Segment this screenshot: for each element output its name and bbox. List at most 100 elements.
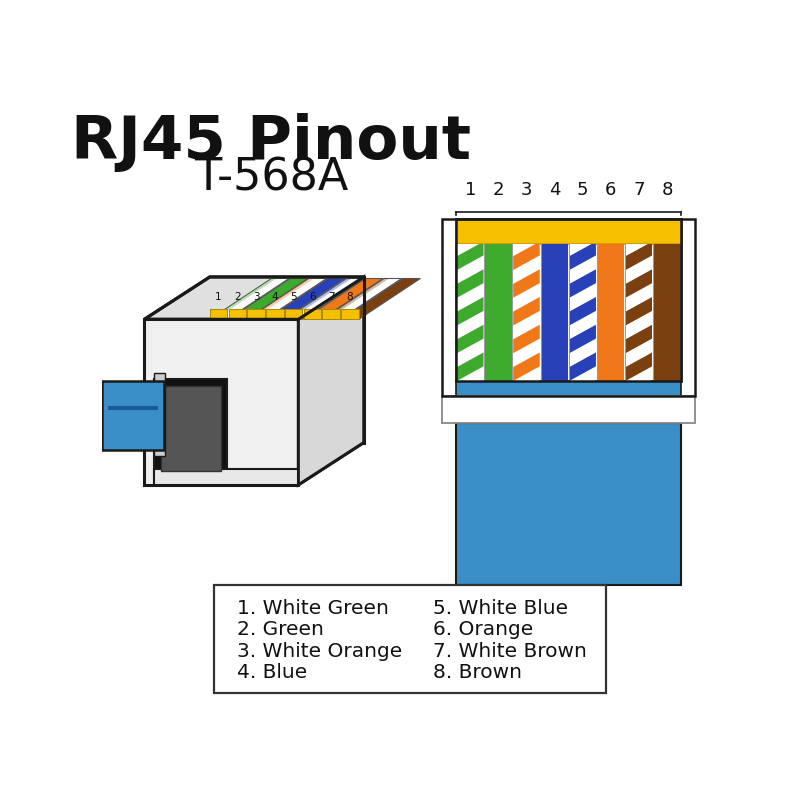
Text: 5: 5 — [290, 292, 297, 302]
Polygon shape — [513, 353, 540, 381]
Polygon shape — [334, 273, 397, 314]
Polygon shape — [457, 380, 483, 409]
Text: 1: 1 — [465, 181, 476, 199]
Bar — [654, 244, 680, 381]
Polygon shape — [513, 380, 540, 409]
Bar — [598, 244, 624, 381]
Polygon shape — [154, 373, 165, 456]
Polygon shape — [266, 309, 284, 319]
Polygon shape — [341, 309, 358, 319]
Polygon shape — [225, 271, 287, 313]
Polygon shape — [322, 278, 385, 319]
Polygon shape — [626, 214, 652, 242]
Polygon shape — [102, 381, 163, 450]
Polygon shape — [299, 271, 362, 313]
Bar — [485, 244, 512, 381]
Text: 7. White Brown: 7. White Brown — [433, 642, 587, 661]
Text: 8: 8 — [662, 181, 673, 199]
Bar — [442, 219, 695, 396]
Polygon shape — [259, 273, 322, 314]
Polygon shape — [570, 380, 596, 409]
Text: 1. White Green: 1. White Green — [237, 598, 389, 618]
Polygon shape — [298, 277, 364, 485]
Polygon shape — [570, 297, 596, 326]
Polygon shape — [570, 186, 596, 214]
Polygon shape — [144, 442, 364, 485]
Polygon shape — [331, 274, 394, 315]
Text: 8. Brown: 8. Brown — [433, 663, 522, 682]
Polygon shape — [570, 270, 596, 298]
Polygon shape — [288, 277, 350, 318]
Bar — [456, 219, 681, 381]
Polygon shape — [626, 270, 652, 298]
Polygon shape — [457, 270, 483, 298]
Text: 3: 3 — [521, 181, 532, 199]
Text: 4: 4 — [272, 292, 278, 302]
Bar — [456, 423, 681, 585]
Polygon shape — [570, 325, 596, 353]
Polygon shape — [626, 297, 652, 326]
Text: 4. Blue: 4. Blue — [237, 663, 307, 682]
Text: 7: 7 — [633, 181, 645, 199]
Polygon shape — [285, 309, 302, 319]
Polygon shape — [626, 353, 652, 381]
Polygon shape — [513, 186, 540, 214]
Polygon shape — [154, 379, 226, 477]
Polygon shape — [337, 271, 400, 313]
Polygon shape — [297, 273, 359, 314]
Polygon shape — [626, 242, 652, 270]
Polygon shape — [144, 319, 298, 485]
Text: 3: 3 — [253, 292, 259, 302]
Polygon shape — [570, 214, 596, 242]
Polygon shape — [229, 278, 308, 319]
Text: 2: 2 — [234, 292, 241, 302]
Polygon shape — [144, 277, 364, 319]
Polygon shape — [210, 309, 227, 319]
Bar — [214, 585, 606, 693]
Bar — [456, 219, 681, 244]
Polygon shape — [626, 325, 652, 353]
Bar — [457, 244, 483, 381]
Polygon shape — [266, 278, 346, 319]
Text: 8: 8 — [346, 292, 354, 302]
Text: RJ45 Pinout: RJ45 Pinout — [71, 113, 471, 172]
Text: 4: 4 — [549, 181, 560, 199]
Polygon shape — [256, 274, 319, 315]
Bar — [456, 381, 681, 396]
Polygon shape — [341, 278, 420, 319]
Bar — [442, 396, 695, 423]
Polygon shape — [626, 380, 652, 409]
Polygon shape — [322, 278, 402, 319]
Polygon shape — [213, 277, 275, 318]
Text: 2: 2 — [493, 181, 504, 199]
Polygon shape — [570, 242, 596, 270]
Polygon shape — [457, 325, 483, 353]
Polygon shape — [154, 470, 298, 485]
Text: 7: 7 — [328, 292, 334, 302]
Bar — [513, 244, 540, 381]
Polygon shape — [513, 214, 540, 242]
Text: T-568A: T-568A — [194, 157, 349, 200]
Polygon shape — [216, 275, 278, 317]
Polygon shape — [513, 270, 540, 298]
Polygon shape — [304, 309, 322, 319]
Polygon shape — [254, 275, 316, 317]
Polygon shape — [513, 242, 540, 270]
Polygon shape — [326, 277, 388, 318]
Bar — [626, 244, 652, 381]
Text: 6: 6 — [309, 292, 316, 302]
Polygon shape — [457, 353, 483, 381]
Polygon shape — [570, 353, 596, 381]
Polygon shape — [210, 278, 289, 319]
Polygon shape — [626, 186, 652, 214]
Text: 6. Orange: 6. Orange — [433, 620, 534, 639]
Polygon shape — [304, 278, 383, 319]
Text: 6: 6 — [605, 181, 617, 199]
Polygon shape — [247, 278, 326, 319]
Polygon shape — [513, 297, 540, 326]
Polygon shape — [285, 278, 348, 319]
Polygon shape — [457, 242, 483, 270]
Text: 5. White Blue: 5. White Blue — [433, 598, 568, 618]
Polygon shape — [285, 278, 364, 319]
Polygon shape — [247, 278, 310, 319]
